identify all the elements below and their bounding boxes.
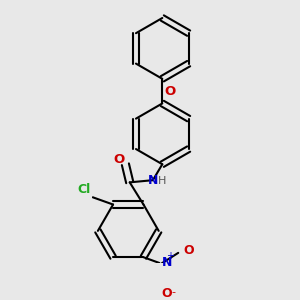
Text: O: O <box>161 287 172 300</box>
Text: N: N <box>148 174 158 187</box>
Text: +: + <box>166 251 174 262</box>
Text: N: N <box>162 256 173 269</box>
Text: H: H <box>158 176 166 186</box>
Text: O: O <box>113 153 124 166</box>
Text: O: O <box>165 85 176 98</box>
Text: O: O <box>183 244 194 257</box>
Text: -: - <box>172 287 176 297</box>
Text: Cl: Cl <box>77 183 91 196</box>
